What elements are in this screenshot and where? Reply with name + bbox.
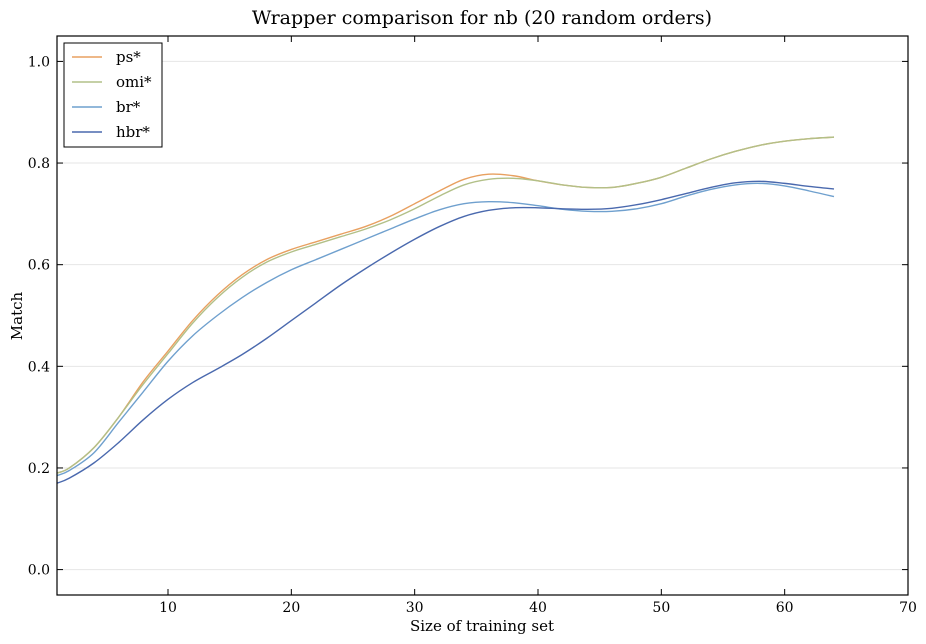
chart-title: Wrapper comparison for nb (20 random ord… xyxy=(252,7,712,29)
axis-tick-labels: 0.0 0.2 0.4 0.6 0.8 1.0 10 20 30 40 50 60 70 xyxy=(28,54,917,616)
legend-label: hbr* xyxy=(116,123,150,141)
y-tick-label: 0.4 xyxy=(28,359,50,375)
y-tick-label: 0.0 xyxy=(28,563,50,579)
legend-entries: ps* omi* br* hbr* xyxy=(72,48,152,141)
legend-label: br* xyxy=(116,98,141,116)
x-tick-label: 10 xyxy=(159,600,177,616)
grid-lines xyxy=(57,60,908,571)
legend: ps* omi* br* hbr* xyxy=(63,42,163,148)
legend-label: ps* xyxy=(116,48,141,66)
y-axis-label: Match xyxy=(8,291,26,340)
x-tick-label: 40 xyxy=(529,600,547,616)
y-tick-label: 0.6 xyxy=(28,258,50,274)
x-tick-label: 20 xyxy=(282,600,300,616)
plot-frame xyxy=(56,35,909,596)
legend-box xyxy=(63,42,163,148)
series-line-omi xyxy=(56,136,835,474)
axis-ticks xyxy=(57,36,909,595)
x-tick-label: 70 xyxy=(899,600,917,616)
y-tick-label: 0.2 xyxy=(28,461,50,477)
series-lines xyxy=(56,136,835,484)
legend-label: omi* xyxy=(116,73,152,91)
x-axis-label: Size of training set xyxy=(410,617,554,635)
x-tick-label: 60 xyxy=(776,600,794,616)
x-tick-label: 50 xyxy=(652,600,670,616)
y-tick-label: 0.8 xyxy=(28,156,50,172)
y-tick-label: 1.0 xyxy=(28,54,50,70)
series-line-br xyxy=(56,182,835,477)
x-tick-label: 30 xyxy=(406,600,424,616)
series-line-hbr xyxy=(56,180,835,484)
